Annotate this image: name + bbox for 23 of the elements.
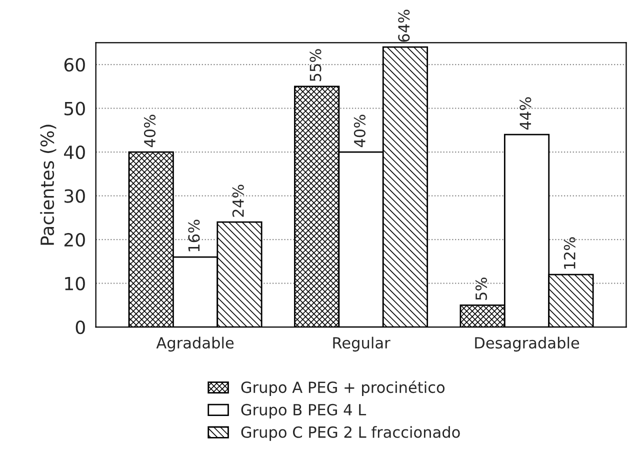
data-label: 12% xyxy=(564,237,576,269)
y-tick-label: 40 xyxy=(64,146,85,160)
y-tick-label: 60 xyxy=(64,58,85,72)
data-label: 5% xyxy=(475,278,488,300)
legend-label: Grupo A PEG + procinético xyxy=(241,380,445,396)
y-tick-label: 10 xyxy=(65,276,85,290)
data-label: 55% xyxy=(310,49,322,82)
data-label: 24% xyxy=(232,184,244,217)
y-tick-label: 20 xyxy=(64,233,85,247)
x-tick-label: Desagradable xyxy=(475,336,580,352)
data-label: 64% xyxy=(398,10,410,42)
data-label: 40% xyxy=(354,114,366,148)
y-tick-label: 50 xyxy=(64,102,85,116)
legend-label: Grupo B PEG 4 L xyxy=(241,404,366,418)
data-label: 16% xyxy=(188,220,200,252)
x-tick-label: Agradable xyxy=(156,336,234,352)
y-axis-title: Pacientes (%) xyxy=(40,124,56,245)
legend-label: Grupo C PEG 2 L fraccionado xyxy=(241,426,460,441)
x-tick-label: Regular xyxy=(333,336,390,352)
y-tick-label: 0 xyxy=(76,320,85,334)
data-label: 40% xyxy=(144,114,156,148)
y-tick-label: 30 xyxy=(64,189,85,203)
data-label: 44% xyxy=(520,97,532,130)
